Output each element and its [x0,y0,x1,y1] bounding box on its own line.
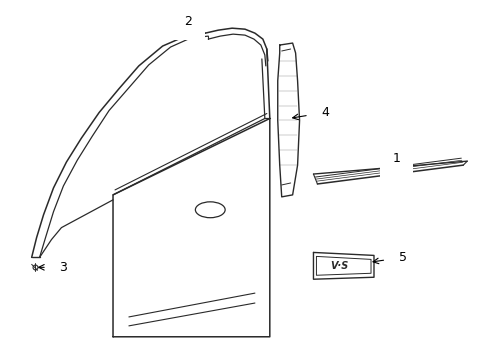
Text: 5: 5 [372,251,406,264]
Text: 1: 1 [390,152,400,173]
Text: 2: 2 [184,15,194,33]
Text: V·S: V·S [329,261,347,271]
Text: 4: 4 [292,106,328,120]
Text: 3: 3 [39,261,67,274]
